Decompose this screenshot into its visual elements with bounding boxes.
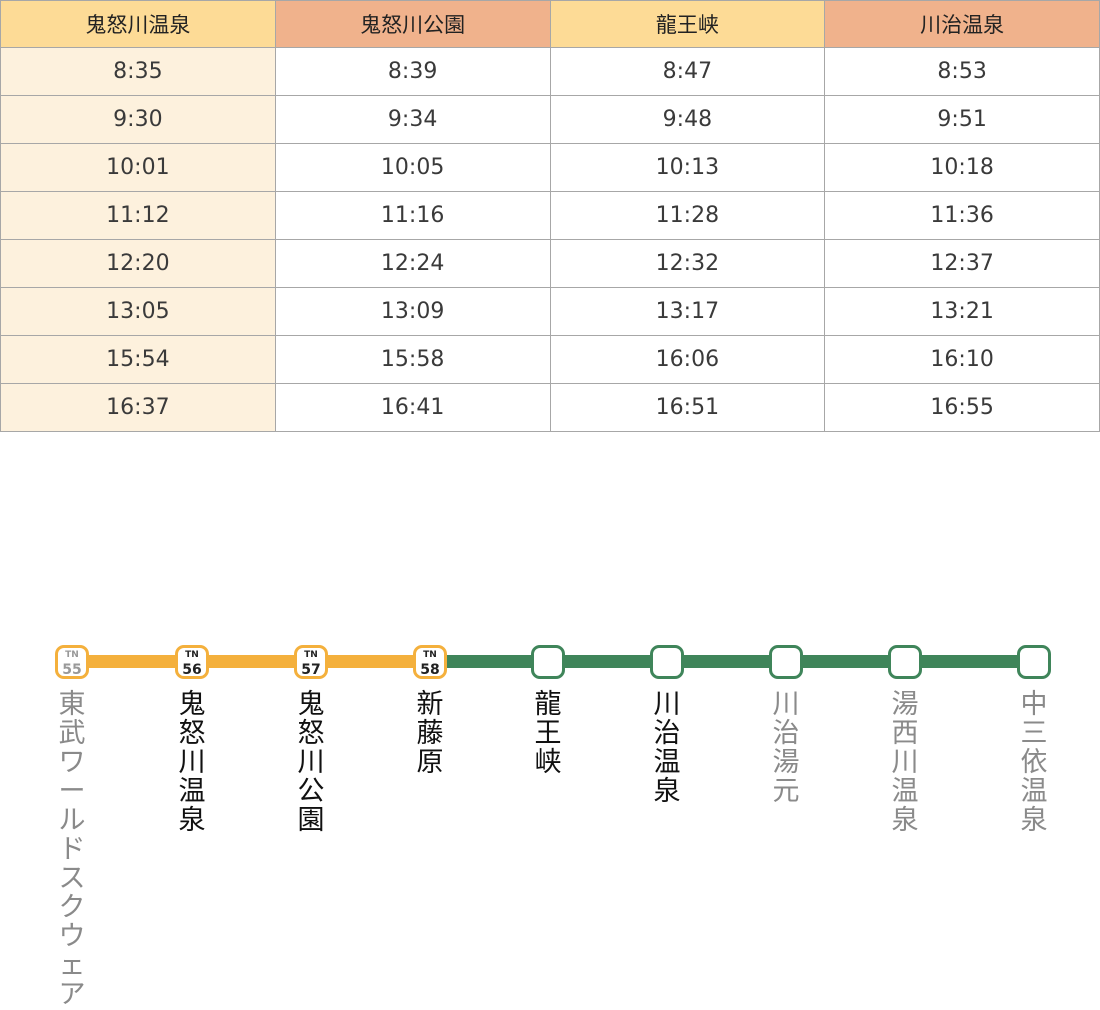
- station-marker: [650, 645, 684, 679]
- station-name: 新藤原: [416, 689, 444, 778]
- time-cell: 9:51: [824, 95, 1100, 144]
- station-line-code: TN: [304, 650, 318, 660]
- header-kinugawa-onsen: 鬼怒川温泉: [0, 0, 276, 48]
- table-row: 11:12 11:16 11:28 11:36: [0, 191, 1100, 240]
- time-cell: 13:09: [274, 287, 551, 336]
- station-line-code: TN: [185, 650, 199, 660]
- station-number: 57: [301, 662, 321, 678]
- time-cell: 8:47: [549, 47, 826, 96]
- time-cell: 16:55: [824, 383, 1100, 432]
- station-number: 56: [182, 662, 202, 678]
- time-cell: 11:28: [549, 191, 826, 240]
- station-name: 川治温泉: [653, 689, 681, 807]
- station-name: 鬼怒川温泉: [178, 689, 206, 836]
- table-row: 16:37 16:41 16:51 16:55: [0, 383, 1100, 432]
- station-name: 中三依温泉: [1020, 689, 1048, 836]
- station-line-code: TN: [423, 650, 437, 660]
- time-cell: 13:05: [0, 287, 276, 336]
- time-cell: 9:48: [549, 95, 826, 144]
- time-cell: 12:37: [824, 239, 1100, 288]
- table-row: 8:35 8:39 8:47 8:53: [0, 47, 1100, 96]
- time-cell: 13:21: [824, 287, 1100, 336]
- time-cell: 12:24: [274, 239, 551, 288]
- station-marker: [769, 645, 803, 679]
- station-name: 湯西川温泉: [891, 689, 919, 836]
- time-cell: 9:30: [0, 95, 276, 144]
- header-ryuokyo: 龍王峡: [549, 0, 826, 48]
- station-name: 鬼怒川公園: [297, 689, 325, 836]
- table-row: 13:05 13:09 13:17 13:21: [0, 287, 1100, 336]
- time-cell: 10:13: [549, 143, 826, 192]
- station-number: 55: [62, 662, 82, 678]
- station-line-code: TN: [65, 650, 79, 660]
- table-row: 10:01 10:05 10:13 10:18: [0, 143, 1100, 192]
- time-cell: 15:58: [274, 335, 551, 384]
- time-cell: 11:16: [274, 191, 551, 240]
- time-cell: 16:41: [274, 383, 551, 432]
- timetable-header-row: 鬼怒川温泉 鬼怒川公園 龍王峡 川治温泉: [0, 0, 1100, 48]
- time-cell: 15:54: [0, 335, 276, 384]
- time-cell: 16:10: [824, 335, 1100, 384]
- station-number-box: TN 58: [413, 645, 447, 679]
- time-cell: 12:32: [549, 239, 826, 288]
- table-row: 9:30 9:34 9:48 9:51: [0, 95, 1100, 144]
- route-line-green: [432, 655, 1037, 668]
- station-name: 川治湯元: [772, 689, 800, 807]
- station-number-box: TN 57: [294, 645, 328, 679]
- route-line-orange: [72, 655, 432, 668]
- time-cell: 16:06: [549, 335, 826, 384]
- time-cell: 13:17: [549, 287, 826, 336]
- station-name: 龍王峡: [534, 689, 562, 778]
- time-cell: 16:37: [0, 383, 276, 432]
- header-kawaji-onsen: 川治温泉: [824, 0, 1100, 48]
- header-kinugawa-koen: 鬼怒川公園: [274, 0, 551, 48]
- station-marker: [531, 645, 565, 679]
- time-cell: 16:51: [549, 383, 826, 432]
- station-marker: [1017, 645, 1051, 679]
- time-cell: 8:39: [274, 47, 551, 96]
- table-row: 12:20 12:24 12:32 12:37: [0, 239, 1100, 288]
- time-cell: 10:05: [274, 143, 551, 192]
- time-cell: 10:01: [0, 143, 276, 192]
- time-cell: 11:12: [0, 191, 276, 240]
- time-cell: 8:35: [0, 47, 276, 96]
- station-marker: [888, 645, 922, 679]
- timetable: 鬼怒川温泉 鬼怒川公園 龍王峡 川治温泉 8:35 8:39 8:47 8:53…: [0, 0, 1100, 432]
- time-cell: 12:20: [0, 239, 276, 288]
- time-cell: 10:18: [824, 143, 1100, 192]
- station-number-box: TN 55: [55, 645, 89, 679]
- table-row: 15:54 15:58 16:06 16:10: [0, 335, 1100, 384]
- time-cell: 11:36: [824, 191, 1100, 240]
- station-number-box: TN 56: [175, 645, 209, 679]
- station-name: 東武ワールドスクウェア: [58, 689, 86, 1010]
- station-number: 58: [420, 662, 440, 678]
- time-cell: 9:34: [274, 95, 551, 144]
- time-cell: 8:53: [824, 47, 1100, 96]
